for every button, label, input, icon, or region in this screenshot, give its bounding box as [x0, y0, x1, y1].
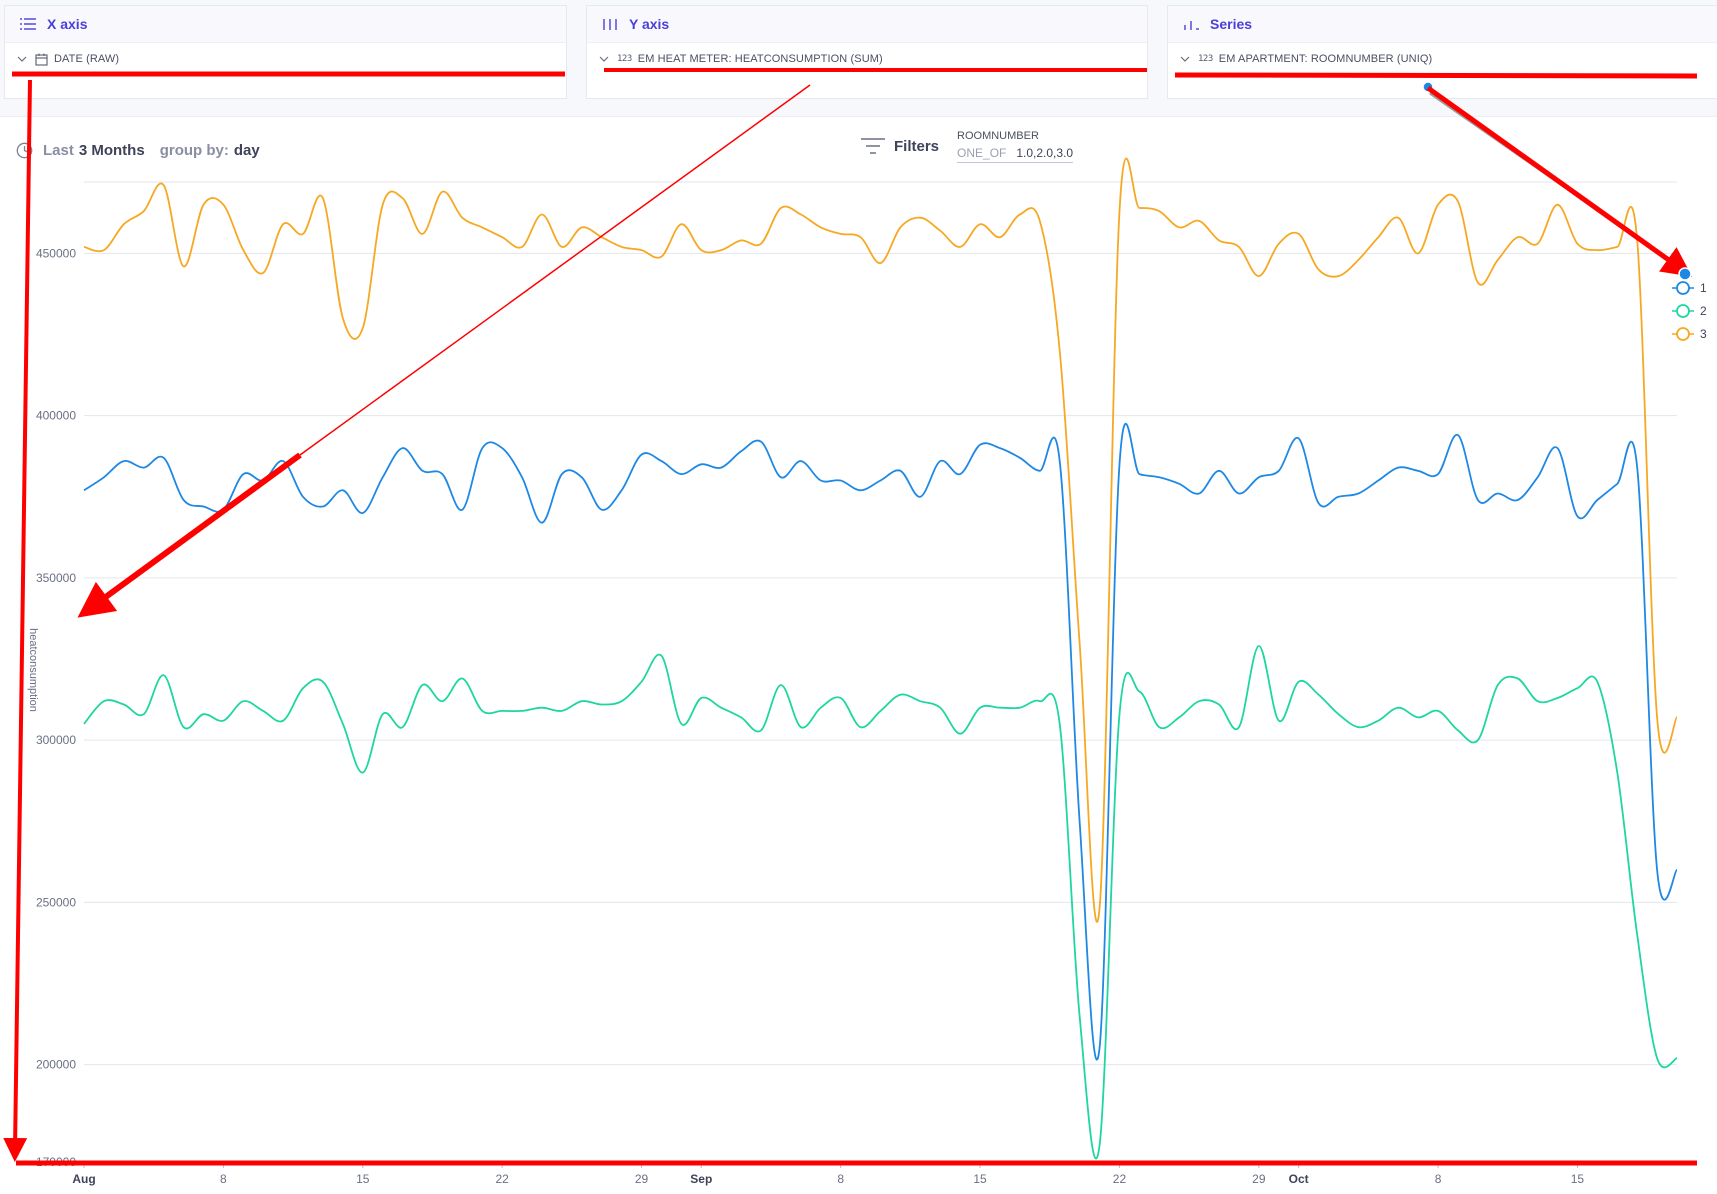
series-line-1[interactable] — [83, 422, 1678, 1061]
list-icon — [19, 17, 47, 31]
x-axis-panel: X axis DATE (RAW) — [4, 5, 567, 99]
legend-label: 1 — [1700, 281, 1707, 295]
y-axis-field-label: EM HEAT METER: HEATCONSUMPTION (SUM) — [637, 53, 883, 65]
grid — [84, 181, 1677, 1163]
y-axis-label: heatconsumption — [27, 628, 39, 712]
legend-marker — [1676, 327, 1690, 341]
y-tick-label: 300000 — [36, 733, 76, 747]
123-icon: 123 — [1198, 54, 1213, 64]
time-range-amount: 3 Months — [78, 141, 145, 159]
chevron-down-icon[interactable] — [599, 56, 617, 62]
filter-value[interactable]: ONE_OF 1.0,2.0,3.0 — [957, 145, 1074, 163]
x-tick-label: 29 — [1252, 1172, 1266, 1186]
x-axis-field-label: DATE (RAW) — [54, 53, 120, 65]
filters-label[interactable]: Filters — [894, 137, 940, 155]
group-by-value[interactable]: day — [233, 141, 260, 159]
x-tick-label: 15 — [973, 1172, 987, 1186]
bars-icon — [601, 17, 629, 31]
time-range-selector[interactable]: Last 3 Months group by: day — [16, 139, 260, 161]
legend-label: 3 — [1700, 327, 1707, 341]
legend-marker — [1676, 304, 1690, 318]
x-axis-header[interactable]: X axis — [5, 6, 566, 43]
y-axis-field[interactable]: 123 EM HEAT METER: HEATCONSUMPTION (SUM) — [587, 43, 1147, 75]
y-tick-label: 400000 — [36, 409, 76, 423]
filter-field-name: ROOMNUMBER — [957, 129, 1039, 142]
series-line-3[interactable] — [83, 157, 1678, 923]
series-title: Series — [1210, 16, 1253, 32]
filter-values: 1.0,2.0,3.0 — [1016, 145, 1074, 160]
x-tick-label: 22 — [1113, 1172, 1127, 1186]
x-axis-title: X axis — [47, 16, 88, 32]
y-tick-label: 250000 — [36, 895, 76, 909]
series-field[interactable]: 123 EM APARTMENT: ROOMNUMBER (UNIQ) — [1168, 43, 1717, 75]
y-tick-label: 350000 — [36, 571, 76, 585]
chevron-down-icon[interactable] — [1180, 56, 1198, 62]
x-tick-label: Aug — [72, 1172, 95, 1186]
y-tick-label: 200000 — [36, 1058, 76, 1072]
axes: 450000 400000 350000 300000 250000 200000 1700… — [27, 246, 1584, 1186]
filter-operator: ONE_OF — [957, 145, 1007, 160]
legend-label: 2 — [1700, 304, 1707, 318]
x-tick-label: 8 — [837, 1172, 844, 1186]
y-tick-label: 170000 — [36, 1155, 76, 1169]
filter-chip-roomnumber[interactable]: ROOMNUMBER ONE_OF 1.0,2.0,3.0 — [957, 129, 1074, 163]
x-tick-label: 15 — [356, 1172, 370, 1186]
filters-bar: Filters ROOMNUMBER ONE_OF 1.0,2.0,3.0 — [860, 126, 1074, 166]
legend-item-3[interactable]: 3 — [1672, 327, 1707, 341]
x-tick-label: 15 — [1571, 1172, 1585, 1186]
y-axis-panel: Y axis 123 EM HEAT METER: HEATCONSUMPTIO… — [586, 5, 1148, 99]
y-axis-title: Y axis — [629, 16, 670, 32]
legend-item-2[interactable]: 2 — [1672, 304, 1707, 318]
group-by-label: group by: — [159, 141, 229, 159]
y-tick-label: 450000 — [36, 246, 76, 260]
123-icon: 123 — [617, 54, 632, 64]
calendar-icon — [35, 53, 48, 66]
legend-item-1[interactable]: 1 — [1672, 281, 1707, 295]
x-tick-label: 29 — [635, 1172, 649, 1186]
series-field-label: EM APARTMENT: ROOMNUMBER (UNIQ) — [1218, 53, 1433, 65]
x-tick-label: 8 — [1435, 1172, 1442, 1186]
series-header[interactable]: Series — [1168, 6, 1717, 43]
x-tick-label: 22 — [495, 1172, 509, 1186]
filter-icon[interactable] — [860, 136, 886, 156]
y-axis-header[interactable]: Y axis — [587, 6, 1147, 43]
x-tick-label: 8 — [220, 1172, 227, 1186]
time-range-prefix: Last — [43, 141, 74, 159]
legend[interactable]: 1 2 3 — [1672, 281, 1707, 341]
series-panel: Series 123 EM APARTMENT: ROOMNUMBER (UNI… — [1167, 5, 1717, 99]
x-tick-label: Sep — [690, 1172, 712, 1186]
bar-chart-icon — [1182, 17, 1210, 31]
series-line-2[interactable] — [83, 645, 1678, 1160]
legend-marker — [1676, 281, 1690, 295]
x-axis-field[interactable]: DATE (RAW) — [5, 43, 566, 75]
x-tick-label: Oct — [1289, 1172, 1309, 1186]
chevron-down-icon[interactable] — [17, 56, 35, 62]
series-lines — [83, 157, 1678, 1160]
